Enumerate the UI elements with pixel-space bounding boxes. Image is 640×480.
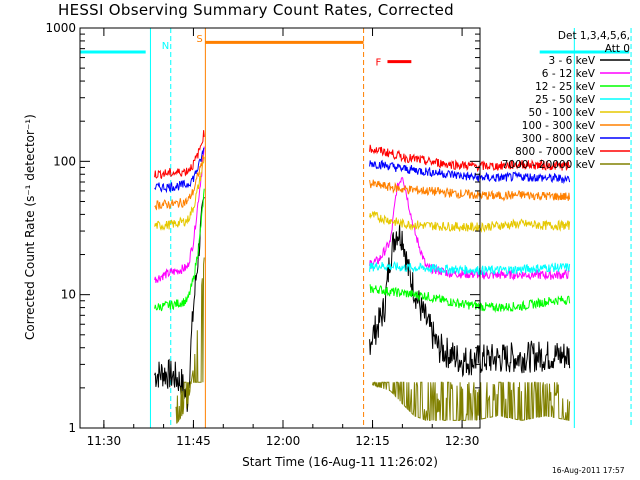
flag-label-F: F: [375, 58, 381, 69]
axis-ticks: 11:30 11:45 12:00 12:15 12:30 1 10 100 1000: [45, 21, 480, 448]
generation-timestamp: 16-Aug-2011 17:57: [552, 466, 625, 475]
plot-frame: [79, 27, 481, 429]
y-tick-label-2: 100: [53, 154, 76, 168]
y-tick-label-1: 10: [61, 288, 76, 302]
y-tick-label-3: 1000: [45, 21, 76, 35]
series-line-8-1: [372, 381, 571, 422]
x-tick-label-0: 11:30: [87, 434, 122, 448]
series-line-5-1: [369, 179, 571, 202]
legend-label-3: 25 - 50 keV: [535, 94, 596, 106]
legend-label-0: 3 - 6 keV: [548, 55, 595, 67]
series-line-4-1: [369, 210, 571, 233]
series-line-6-1: [369, 159, 571, 185]
series-line-0-0: [154, 196, 205, 412]
vertical-markers: NS: [149, 28, 632, 428]
legend-label-2: 12 - 25 keV: [535, 81, 596, 93]
legend-label-1: 6 - 12 keV: [542, 68, 596, 80]
series-line-1-0: [154, 146, 205, 283]
series-line-4-0: [154, 156, 205, 232]
marker-label-N: N: [162, 41, 169, 52]
x-tick-label-3: 12:15: [355, 434, 390, 448]
series-line-7-1: [369, 144, 571, 173]
legend-label-8: 7000 - 20000 keV: [502, 159, 596, 171]
series-line-6-0: [154, 147, 205, 194]
legend-header-line1: Det 1,3,4,5,6,: [557, 30, 630, 42]
legend-label-6: 300 - 800 keV: [522, 133, 596, 145]
chart-title: HESSI Observing Summary Count Rates, Cor…: [58, 1, 454, 19]
series-line-8-0: [175, 257, 205, 424]
series-line-2-0: [154, 188, 205, 312]
series-line-2-1: [369, 284, 571, 314]
x-axis-label: Start Time (16-Aug-11 11:26:02): [242, 455, 438, 469]
data-series: [154, 130, 571, 424]
legend-label-7: 800 - 7000 keV: [515, 146, 596, 158]
series-line-3-0: [369, 260, 571, 277]
marker-label-S: S: [196, 34, 202, 45]
y-axis-label: Corrected Count Rate (s⁻¹ detector⁻¹): [23, 114, 37, 340]
x-tick-label-2: 12:00: [266, 434, 301, 448]
flag-bars: F: [80, 40, 630, 69]
y-tick-label-0: 1: [68, 421, 76, 435]
legend-label-4: 50 - 100 keV: [528, 107, 595, 119]
series-line-7-0: [154, 130, 205, 180]
series-line-5-0: [154, 155, 205, 211]
legend-label-5: 100 - 300 keV: [522, 120, 596, 132]
legend-header-line2: Att 0: [604, 43, 630, 55]
series-line-0-1: [369, 223, 571, 378]
x-tick-label-1: 11:45: [176, 434, 211, 448]
x-tick-label-4: 12:30: [445, 434, 480, 448]
